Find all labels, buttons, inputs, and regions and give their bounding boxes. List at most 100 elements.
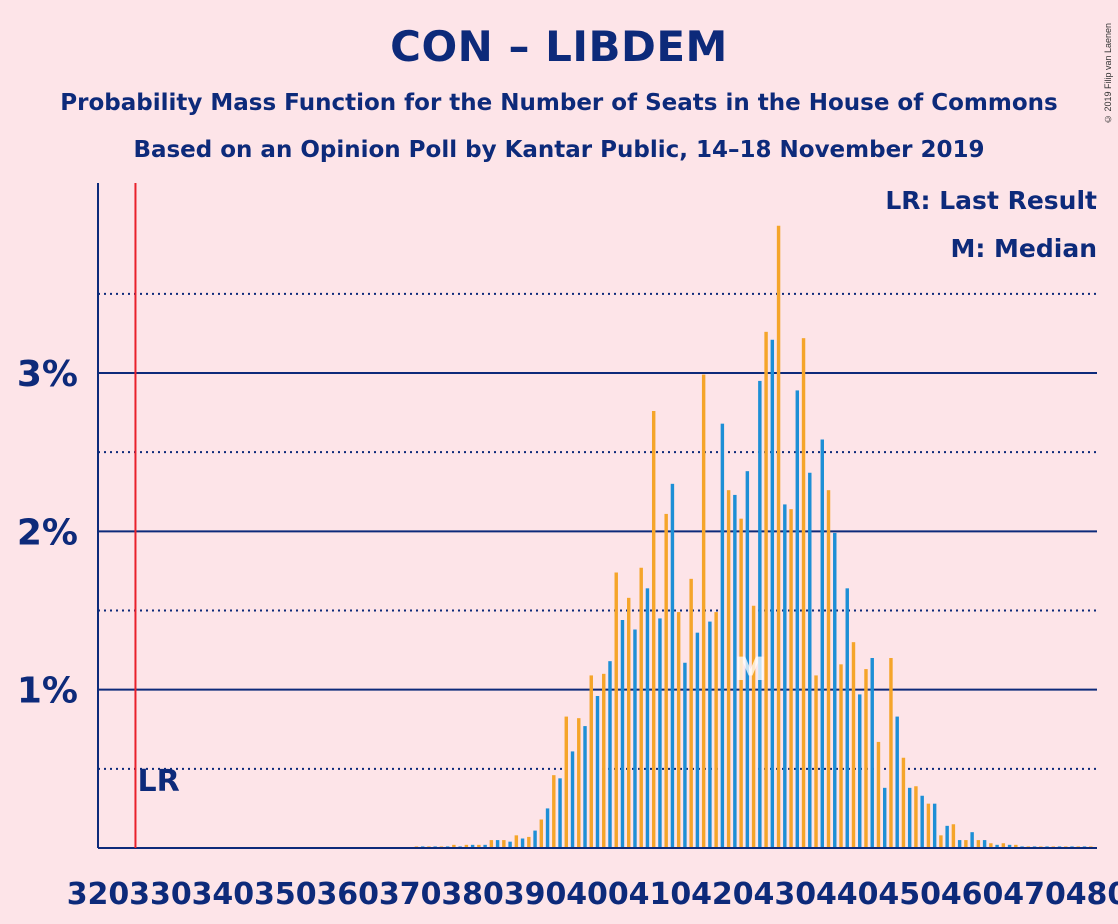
bar-seat-433 xyxy=(801,338,806,848)
bar-seat-416 xyxy=(695,632,700,848)
chart-subtitle: Probability Mass Function for the Number… xyxy=(60,90,1058,116)
bar-seat-429 xyxy=(776,225,781,848)
x-tick-label: 420 xyxy=(691,877,754,912)
bar-seat-463 xyxy=(989,843,993,848)
bar-seat-427 xyxy=(764,331,768,848)
bar-seat-462 xyxy=(982,840,987,848)
bar-seat-428 xyxy=(770,339,775,848)
x-tick-label: 480 xyxy=(1066,877,1118,912)
bar-seat-446 xyxy=(882,787,887,848)
bar-seat-466 xyxy=(1007,844,1012,848)
bar-seat-401 xyxy=(602,673,606,848)
median-label: M xyxy=(735,650,767,688)
bar-seat-452 xyxy=(920,795,924,848)
bar-seat-384 xyxy=(495,840,500,848)
bar-seat-423 xyxy=(739,518,743,848)
bar-seat-461 xyxy=(976,840,981,848)
bar-seat-410 xyxy=(658,618,662,848)
bar-seat-437 xyxy=(826,490,831,848)
bar-seat-441 xyxy=(851,642,856,848)
bar-seat-422 xyxy=(733,494,737,848)
x-tick-label: 440 xyxy=(816,877,879,912)
bar-seat-395 xyxy=(564,716,568,848)
bar-seat-409 xyxy=(651,411,656,848)
bar-seat-418 xyxy=(708,621,712,848)
bar-seat-414 xyxy=(683,662,687,848)
bar-seat-382 xyxy=(483,844,487,848)
bar-seat-435 xyxy=(814,675,818,848)
markers: LR M xyxy=(134,183,767,848)
bar-seat-425 xyxy=(751,605,756,848)
bar-seat-394 xyxy=(558,778,562,848)
bar-seat-420 xyxy=(720,423,725,848)
y-tick-label: 3% xyxy=(17,354,78,395)
x-tick-label: 410 xyxy=(629,877,692,912)
bar-seat-380 xyxy=(470,844,475,848)
x-tick-label: 330 xyxy=(129,877,192,912)
bar-seat-404 xyxy=(620,620,625,848)
bar-seat-407 xyxy=(639,567,643,848)
bar-seat-415 xyxy=(689,578,693,848)
bar-seat-406 xyxy=(633,629,637,848)
x-tick-label: 470 xyxy=(1003,877,1066,912)
x-tick-label: 370 xyxy=(379,877,442,912)
bar-seat-391 xyxy=(539,819,544,848)
y-tick-label: 2% xyxy=(17,512,78,553)
bar-seat-444 xyxy=(870,658,874,848)
bar-seat-412 xyxy=(670,483,675,848)
axes xyxy=(97,183,1097,849)
x-tick-label: 460 xyxy=(941,877,1004,912)
bar-seat-387 xyxy=(514,835,519,848)
bar-seat-403 xyxy=(614,572,618,848)
bar-seat-379 xyxy=(464,844,469,848)
bar-seat-456 xyxy=(945,825,949,848)
x-tick-label: 390 xyxy=(504,877,567,912)
bar-seat-440 xyxy=(845,588,849,848)
bar-seat-426 xyxy=(758,380,762,848)
bar-seat-421 xyxy=(726,490,731,848)
bar-seat-417 xyxy=(701,374,706,848)
bar-seat-465 xyxy=(1001,843,1006,848)
bar-seat-411 xyxy=(664,513,668,848)
bar-seat-388 xyxy=(520,838,525,848)
bar-seat-436 xyxy=(820,439,824,848)
x-tick-label: 360 xyxy=(316,877,379,912)
x-tick-label: 320 xyxy=(67,877,130,912)
bar-seat-389 xyxy=(527,836,531,848)
bar-seat-447 xyxy=(889,658,893,848)
bar-seat-439 xyxy=(839,664,843,848)
bar-seat-454 xyxy=(932,803,937,848)
bar-seat-453 xyxy=(926,803,931,848)
bar-seat-431 xyxy=(789,509,793,848)
bar-seat-405 xyxy=(627,597,631,848)
bar-seat-386 xyxy=(508,841,512,848)
x-tick-label: 340 xyxy=(192,877,255,912)
x-tick-label: 430 xyxy=(754,877,817,912)
last-result-label: LR xyxy=(137,764,179,799)
bar-seat-450 xyxy=(907,787,912,848)
legend-median: M: Median xyxy=(950,234,1097,263)
bar-seat-430 xyxy=(783,504,787,848)
bar-seat-434 xyxy=(808,472,812,848)
x-tick-labels: 320 330 340 350 360 370 380 390 400 410 420 430 440 4… xyxy=(67,877,1118,912)
x-tick-label: 380 xyxy=(441,877,504,912)
chart-title: CON – LIBDEM xyxy=(390,22,728,71)
bar-seat-393 xyxy=(552,775,556,848)
bar-seat-390 xyxy=(533,830,537,848)
bar-seat-457 xyxy=(951,824,956,848)
bar-seat-408 xyxy=(645,588,650,848)
bar-seat-438 xyxy=(833,532,837,848)
bar-seat-458 xyxy=(957,840,962,848)
bar-seat-399 xyxy=(589,675,593,848)
bar-seat-455 xyxy=(939,835,943,848)
bar-seat-449 xyxy=(901,757,906,848)
bar-seat-381 xyxy=(477,844,481,848)
bar-seat-443 xyxy=(864,669,868,848)
bar-seat-385 xyxy=(502,840,506,848)
bar-seat-402 xyxy=(608,661,612,848)
legend-last-result: LR: Last Result xyxy=(885,186,1097,215)
bar-seat-392 xyxy=(545,808,550,848)
bar-seat-445 xyxy=(876,741,881,848)
bar-seat-400 xyxy=(595,696,600,848)
